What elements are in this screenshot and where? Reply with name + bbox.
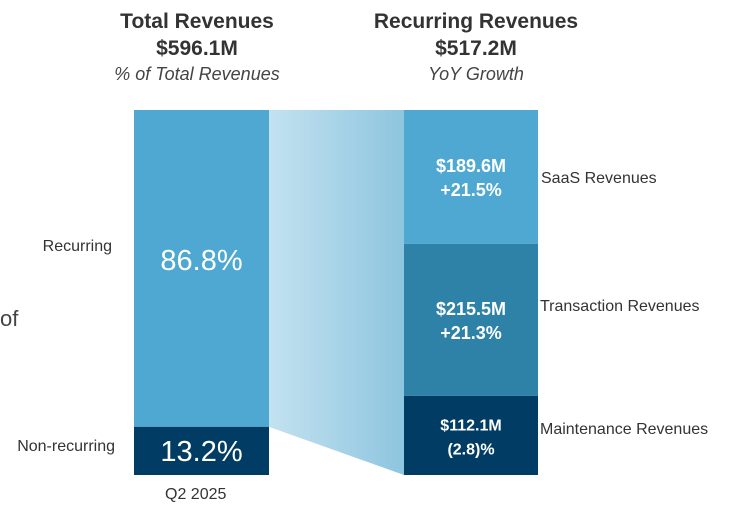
saas-bar bbox=[404, 110, 538, 244]
transaction-legend-label: Transaction Revenues bbox=[540, 298, 700, 315]
maintenance-legend-label: Maintenance Revenues bbox=[540, 421, 709, 438]
non-recurring-bar bbox=[134, 426, 269, 475]
recurring-value-label: 86.8% bbox=[160, 245, 242, 277]
right-heading-subtitle: YoY Growth bbox=[428, 64, 524, 84]
saas-legend-label: SaaS Revenues bbox=[541, 170, 657, 187]
transaction-amount-label: $215.5M bbox=[436, 299, 506, 319]
recurring-bar bbox=[134, 110, 269, 427]
maintenance-growth-label: (2.8)% bbox=[447, 441, 494, 458]
maintenance-amount-label: $112.1M bbox=[440, 417, 501, 434]
recurring-side-label: Recurring bbox=[42, 238, 112, 255]
non-recurring-value-label: 13.2% bbox=[160, 436, 242, 468]
non-recurring-side-label: Non-recurring bbox=[17, 438, 115, 455]
transaction-growth-label: +21.3% bbox=[440, 323, 502, 343]
left-heading-title: Total Revenues bbox=[120, 10, 274, 33]
left-heading-amount: $596.1M bbox=[156, 37, 238, 60]
right-heading-amount: $517.2M bbox=[435, 37, 517, 60]
connector-band bbox=[269, 110, 404, 475]
right-heading-title: Recurring Revenues bbox=[373, 10, 579, 33]
left-heading-subtitle: % of Total Revenues bbox=[114, 64, 280, 84]
maintenance-bar bbox=[404, 395, 538, 475]
saas-growth-label: +21.5% bbox=[440, 180, 502, 200]
right-heading: Recurring Revenues $517.2M YoY Growth bbox=[346, 8, 606, 86]
cut-off-text: of bbox=[0, 306, 19, 331]
transaction-bar bbox=[404, 243, 538, 396]
saas-amount-label: $189.6M bbox=[436, 156, 506, 176]
category-label: Q2 2025 bbox=[165, 486, 227, 503]
left-heading: Total Revenues $596.1M % of Total Revenu… bbox=[92, 8, 302, 86]
